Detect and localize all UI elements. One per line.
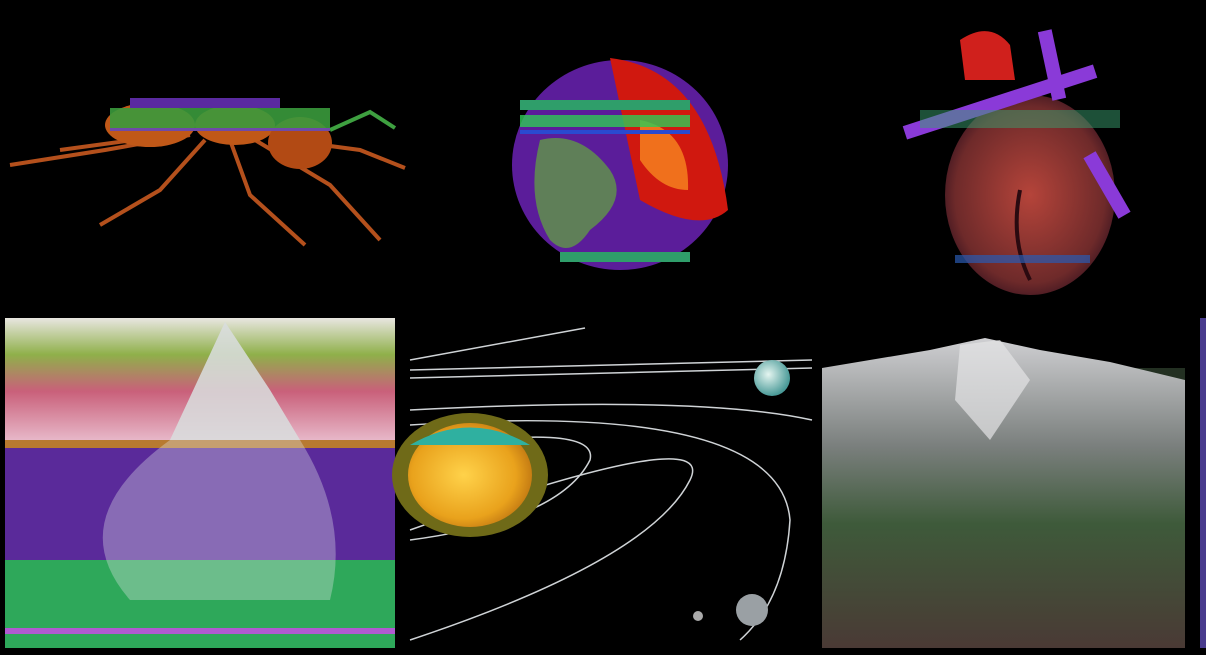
iceberg-render: [5, 318, 395, 648]
heart-render: [902, 29, 1131, 295]
earth-render: [512, 58, 728, 270]
ant-render: [9, 98, 406, 247]
mountain-render: [822, 318, 1206, 648]
solar-system-render: [392, 327, 813, 641]
